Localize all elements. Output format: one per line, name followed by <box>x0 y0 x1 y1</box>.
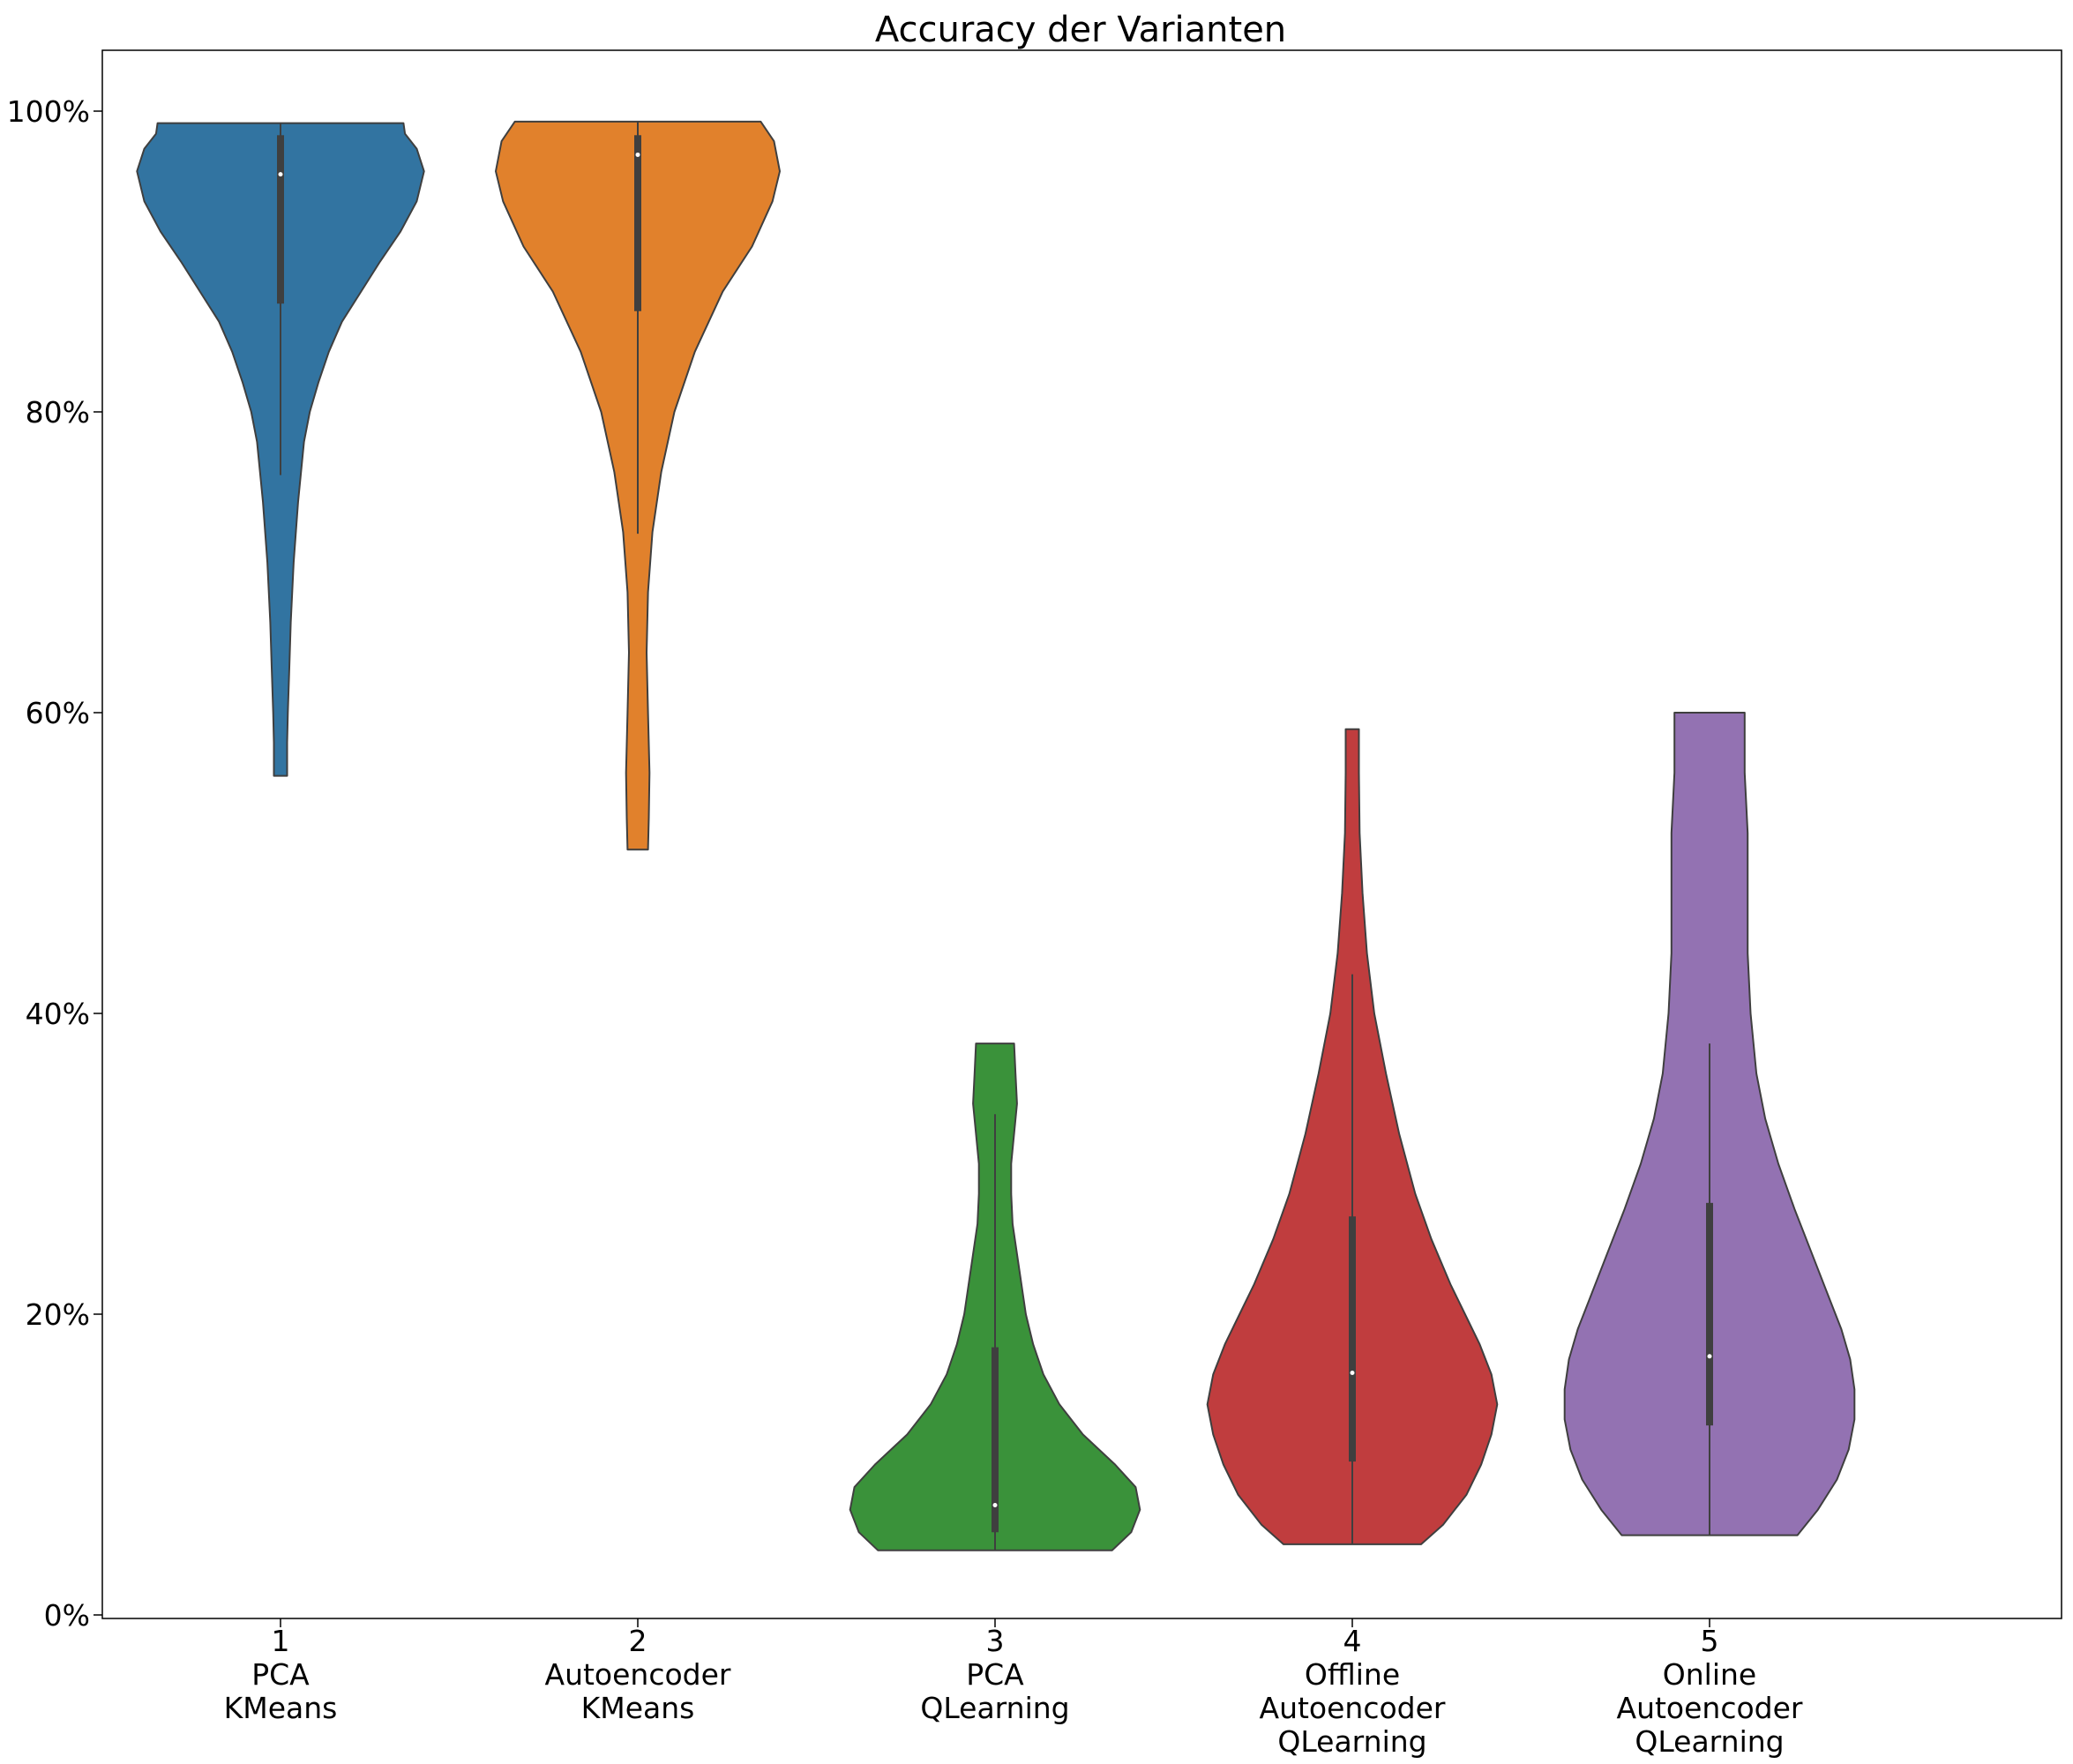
iqr-box <box>992 1347 999 1533</box>
iqr-box <box>634 135 641 311</box>
x-tick-label-line: KMeans <box>581 1691 695 1725</box>
x-tick-label-line: 2 <box>629 1624 647 1658</box>
x-tick-label: 4 Offline Autoencoder QLearning <box>1260 1624 1446 1759</box>
x-tick-label-line: PCA <box>251 1657 310 1692</box>
x-tick-label: 5 Online Autoencoder QLearning <box>1617 1624 1803 1759</box>
chart-title: Accuracy der Varianten <box>875 10 1286 50</box>
median-marker <box>278 172 283 177</box>
y-tick-label: 100% <box>7 94 90 129</box>
x-tick-label-line: 3 <box>986 1624 1005 1658</box>
x-tick-label-line: Offline <box>1305 1657 1400 1692</box>
x-tick-label-line: QLearning <box>1635 1724 1784 1759</box>
median-marker <box>635 152 640 157</box>
violin-4 <box>1206 728 1499 1545</box>
x-tick-label-line: QLearning <box>920 1691 1069 1725</box>
iqr-box <box>1349 1216 1356 1462</box>
violin-5 <box>1563 712 1856 1536</box>
x-tick-label-line: QLearning <box>1277 1724 1426 1759</box>
y-tick-label: 20% <box>26 1297 90 1332</box>
x-tick-label-line: Autoencoder <box>1617 1691 1803 1725</box>
x-tick-label-line: KMeans <box>224 1691 338 1725</box>
x-tick-label-line: 1 <box>272 1624 290 1658</box>
y-tick-label: 80% <box>26 395 90 430</box>
violin-1 <box>136 122 425 777</box>
y-tick-label: 60% <box>26 696 90 730</box>
median-marker <box>1707 1354 1712 1359</box>
violin-3 <box>849 1043 1141 1551</box>
y-tick-label: 40% <box>26 997 90 1031</box>
x-tick-label: 1 PCA KMeans <box>224 1624 338 1725</box>
y-axis: 0% 20% 40% 60% 80% 100% <box>7 94 102 1633</box>
median-marker <box>1350 1370 1355 1375</box>
x-tick-label: 3 PCA QLearning <box>920 1624 1069 1725</box>
median-marker <box>992 1503 998 1508</box>
x-tick-label-line: Autoencoder <box>545 1657 731 1692</box>
violin-2 <box>495 120 781 851</box>
x-tick-label-line: Online <box>1663 1657 1756 1692</box>
iqr-box <box>1706 1202 1713 1426</box>
x-tick-label-line: Autoencoder <box>1260 1691 1446 1725</box>
iqr-box <box>277 135 284 304</box>
x-tick-label-line: PCA <box>966 1657 1024 1692</box>
x-tick-label: 2 Autoencoder KMeans <box>545 1624 731 1725</box>
x-tick-label-line: 4 <box>1343 1624 1362 1658</box>
violins-group <box>136 120 1856 1551</box>
plot-frame <box>101 49 2062 1619</box>
x-tick-label-line: 5 <box>1701 1624 1719 1658</box>
y-tick-label: 0% <box>44 1598 90 1633</box>
